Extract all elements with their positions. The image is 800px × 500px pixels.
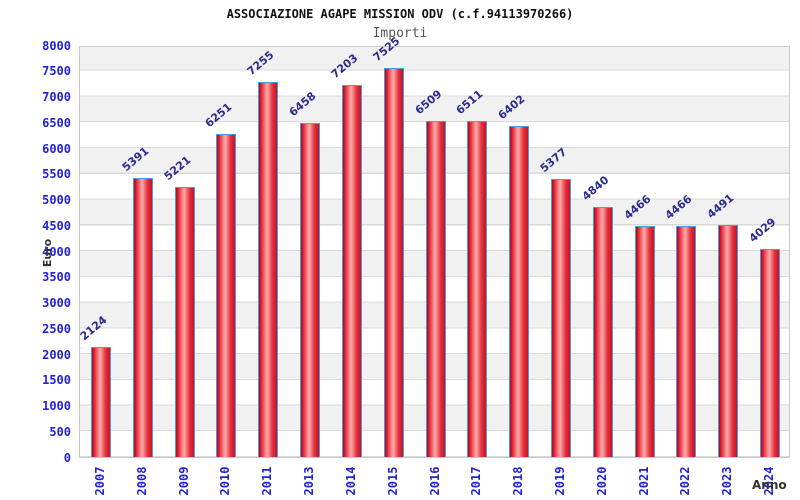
bar-value-label: 5377 <box>537 145 570 175</box>
bar <box>258 82 279 457</box>
x-tick-label: 2014 <box>343 466 358 496</box>
chart-subtitle: Importi <box>372 26 428 41</box>
y-tick-label: 5500 <box>42 167 71 182</box>
bar <box>676 226 697 457</box>
bar <box>592 207 613 457</box>
bar-value-label: 5221 <box>161 153 194 183</box>
x-tick-label: 2011 <box>260 466 275 496</box>
y-tick-label: 500 <box>49 424 71 439</box>
bar <box>467 121 488 457</box>
y-axis-label: Euro <box>41 238 54 268</box>
chart-title: ASSOCIAZIONE AGAPE MISSION ODV (c.f.9411… <box>226 7 574 21</box>
bar <box>550 179 571 457</box>
bar-value-label: 4840 <box>579 173 612 203</box>
x-tick-label: 2015 <box>385 466 400 496</box>
bar <box>634 226 655 457</box>
bar-value-label: 7203 <box>328 51 361 81</box>
x-tick-label: 2010 <box>218 466 233 496</box>
y-tick-label: 6000 <box>42 141 71 156</box>
bar <box>509 126 530 457</box>
y-tick-label: 3500 <box>42 270 71 285</box>
y-tick-label: 7000 <box>42 90 71 104</box>
y-tick-label: 2500 <box>42 321 71 336</box>
bar <box>300 123 321 457</box>
x-tick-label: 2022 <box>678 466 693 496</box>
y-tick-label: 2000 <box>42 347 71 362</box>
x-tick-label: 2016 <box>427 466 442 496</box>
y-tick-label: 4000 <box>42 244 71 259</box>
x-tick-label: 2019 <box>552 466 567 496</box>
y-tick-label: 8000 <box>42 38 71 53</box>
bar-value-label: 6511 <box>453 87 486 117</box>
bar-value-label: 4029 <box>746 215 779 245</box>
bar <box>760 249 781 457</box>
bar-value-label: 2124 <box>77 313 110 343</box>
y-tick-label: 7500 <box>42 64 71 79</box>
y-tick-label: 0 <box>63 450 71 465</box>
bar <box>718 225 739 457</box>
bar-value-label: 6402 <box>495 92 528 122</box>
y-tick-label: 1000 <box>42 399 71 413</box>
bar-value-label: 4491 <box>704 191 737 221</box>
x-axis-label: Anno <box>752 478 787 492</box>
bar-value-label: 4466 <box>663 192 695 222</box>
y-tick-label: 4500 <box>42 218 71 233</box>
x-tick-label: 2020 <box>594 466 609 496</box>
bar <box>341 85 362 457</box>
x-tick-label: 2013 <box>302 466 317 496</box>
bar <box>132 178 153 457</box>
bar-value-label: 6458 <box>286 89 319 119</box>
x-tick-label: 2023 <box>720 466 735 496</box>
y-tick-label: 3000 <box>42 296 71 310</box>
plot-area: 2124 5391 5221 6251 7255 6458 7203 7525 6509 6511… <box>77 34 790 458</box>
bar <box>216 134 237 457</box>
x-tick-label: 2021 <box>636 466 651 496</box>
x-tick-label: 2007 <box>92 466 107 496</box>
x-tick-label: 2018 <box>511 466 526 496</box>
bar-value-label: 7255 <box>244 48 277 78</box>
y-tick-label: 5000 <box>42 193 71 207</box>
x-tick-label: 2017 <box>469 466 484 496</box>
x-tick-label: 2008 <box>134 466 149 496</box>
bar-value-label: 4466 <box>621 192 654 222</box>
bar <box>174 187 195 457</box>
x-tick-label: 2009 <box>176 466 191 496</box>
bar-value-label: 5391 <box>119 144 152 174</box>
y-tick-label: 1500 <box>42 373 71 388</box>
y-tick-label: 6500 <box>42 115 71 130</box>
bar-value-label: 6251 <box>203 100 235 130</box>
bar <box>90 347 111 457</box>
bar <box>425 121 446 457</box>
bar <box>383 68 404 457</box>
bar-value-label: 6509 <box>412 87 444 117</box>
